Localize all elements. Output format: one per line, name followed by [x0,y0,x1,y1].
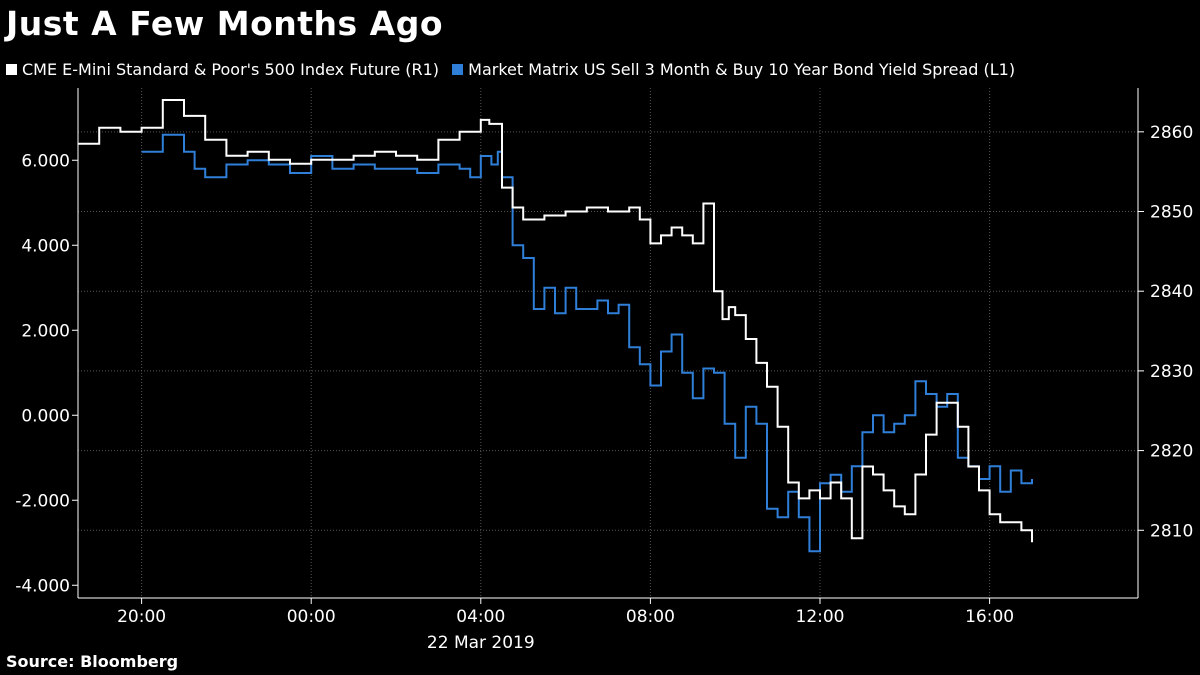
left-tick-label: -4.000 [15,576,70,596]
right-tick-label: 2810 [1150,521,1193,541]
x-tick-label: 12:00 [796,607,845,627]
legend-item-spx: CME E-Mini Standard & Poor's 500 Index F… [6,60,444,79]
x-tick-label: 08:00 [626,607,675,627]
series-line-spx [78,99,1033,543]
legend-swatch-spx [6,64,17,75]
left-tick-label: 2.000 [21,321,70,341]
left-tick-label: -2.000 [15,491,70,511]
left-tick-label: 0.000 [21,406,70,426]
series-line-spread [141,133,1033,553]
left-tick-label: 4.000 [21,236,70,256]
right-tick-label: 2840 [1150,282,1193,302]
x-tick-label: 20:00 [117,607,166,627]
x-axis-date-label: 22 Mar 2019 [427,633,535,653]
right-tick-label: 2860 [1150,123,1193,143]
x-tick-label: 16:00 [965,607,1014,627]
right-tick-label: 2820 [1150,442,1193,462]
x-tick-label: 00:00 [287,607,336,627]
tick-labels: 20:00 00:00 04:00 08:00 12:00 16:00 2860 2850 28… [15,123,1193,627]
axes [77,88,1139,599]
source-note: Source: Bloomberg [6,652,179,671]
legend-item-spread: Market Matrix US Sell 3 Month & Buy 10 Y… [452,60,1015,79]
legend-label-spread: Market Matrix US Sell 3 Month & Buy 10 Y… [468,60,1016,79]
left-tick-label: 6.000 [21,151,70,171]
legend-swatch-spread [452,64,464,75]
series [78,99,1033,553]
legend-label-spx: CME E-Mini Standard & Poor's 500 Index F… [22,60,440,79]
right-tick-label: 2830 [1150,362,1193,382]
legend: CME E-Mini Standard & Poor's 500 Index F… [6,60,1023,79]
right-tick-label: 2850 [1150,203,1193,223]
x-tick-label: 04:00 [456,607,505,627]
chart-title: Just A Few Months Ago [6,4,444,43]
